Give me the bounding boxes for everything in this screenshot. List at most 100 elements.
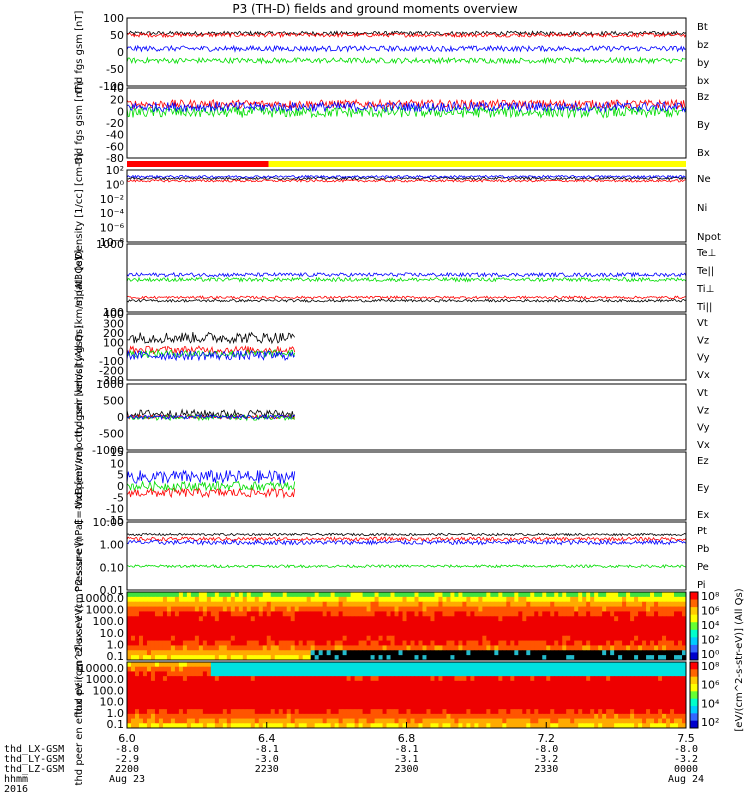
heatmap-cell <box>390 690 396 696</box>
heatmap-cell <box>602 650 607 656</box>
heatmap-cell <box>350 601 356 608</box>
heatmap-cell <box>458 606 463 612</box>
heatmap-cell <box>262 650 268 656</box>
heatmap-cell <box>542 676 547 682</box>
heatmap-cell <box>486 592 491 598</box>
heatmap-cell <box>570 695 575 701</box>
heatmap-cell <box>438 645 443 651</box>
heatmap-cell <box>538 611 543 617</box>
heatmap-cell <box>234 621 240 627</box>
heatmap-cell <box>446 596 451 603</box>
heatmap-cell <box>434 695 439 701</box>
heatmap-cell <box>478 611 483 617</box>
y-tick-label: 1.0 <box>107 638 125 651</box>
heatmap-cell <box>570 611 575 617</box>
heatmap-cell <box>282 680 288 687</box>
heatmap-cell <box>550 695 555 701</box>
legend-entry: Vx <box>697 370 710 381</box>
heatmap-cell <box>442 630 447 637</box>
y-tick-label: -40 <box>106 129 124 142</box>
heatmap-cell <box>398 690 403 696</box>
heatmap-cell <box>278 640 284 646</box>
heatmap-cell <box>254 596 260 603</box>
heatmap-cell <box>362 680 368 687</box>
heatmap-cell <box>438 601 443 608</box>
heatmap-cell <box>246 671 252 677</box>
heatmap-cell <box>634 699 639 705</box>
heatmap-cell <box>254 704 260 710</box>
heatmap-cell <box>390 718 396 724</box>
heatmap-cell <box>582 695 587 701</box>
heatmap-cell <box>386 718 392 724</box>
heatmap-cell <box>270 704 276 710</box>
heatmap-cell <box>306 596 312 603</box>
heatmap-cell <box>482 616 487 622</box>
heatmap-cell <box>262 626 268 632</box>
heatmap-cell <box>282 666 288 672</box>
heatmap-cell <box>594 621 599 627</box>
heatmap-cell <box>490 718 495 724</box>
heatmap-cell <box>394 723 400 729</box>
heatmap-cell <box>566 662 571 668</box>
heatmap-cell <box>230 718 236 724</box>
heatmap-cell <box>502 635 507 642</box>
heatmap-cell <box>206 616 212 622</box>
heatmap-cell <box>482 723 487 729</box>
heatmap-cell <box>310 671 316 677</box>
heatmap-cell <box>402 621 407 627</box>
heatmap-cell <box>354 718 360 724</box>
heatmap-cell <box>282 690 288 696</box>
heatmap-cell <box>326 680 332 687</box>
series-line-Ey <box>126 480 296 492</box>
heatmap-cell <box>186 676 192 682</box>
heatmap-cell <box>530 630 535 637</box>
heatmap-cell <box>130 655 136 661</box>
heatmap-cell <box>222 630 228 637</box>
heatmap-cell <box>522 616 527 622</box>
heatmap-cell <box>134 645 140 651</box>
heatmap-cell <box>510 650 515 656</box>
heatmap-cell <box>514 606 519 612</box>
heatmap-cell <box>490 616 495 622</box>
heatmap-cell <box>646 592 651 598</box>
heatmap-cell <box>166 680 172 687</box>
heatmap-cell <box>422 601 427 608</box>
heatmap-cell <box>202 592 208 598</box>
heatmap-cell <box>310 596 316 603</box>
heatmap-cell <box>414 592 419 598</box>
heatmap-cell <box>370 662 376 668</box>
heatmap-cell <box>618 718 623 724</box>
heatmap-cell <box>538 606 543 612</box>
heatmap-cell <box>306 611 312 617</box>
heatmap-cell <box>274 662 280 668</box>
heatmap-cell <box>454 695 459 701</box>
heatmap-cell <box>382 621 388 627</box>
heatmap-cell <box>598 616 603 622</box>
heatmap-cell <box>342 666 348 672</box>
heatmap-cell <box>154 601 160 608</box>
heatmap-cell <box>322 616 328 622</box>
heatmap-cell <box>318 699 324 705</box>
heatmap-cell <box>150 645 156 651</box>
heatmap-cell <box>298 655 304 661</box>
heatmap-cell <box>678 626 683 632</box>
heatmap-cell <box>130 723 136 729</box>
heatmap-cell <box>286 606 292 612</box>
heatmap-cell <box>302 680 308 687</box>
heatmap-cell <box>558 601 563 608</box>
heatmap-cell <box>234 666 240 672</box>
heatmap-cell <box>330 606 336 612</box>
heatmap-cell <box>518 630 523 637</box>
heatmap-cell <box>290 655 296 661</box>
heatmap-cell <box>174 592 180 598</box>
heatmap-cell <box>178 709 184 715</box>
heatmap-cell <box>498 676 503 682</box>
heatmap-cell <box>250 592 256 598</box>
heatmap-cell <box>534 645 539 651</box>
heatmap-cell <box>218 680 224 687</box>
heatmap-cell <box>562 662 567 668</box>
heatmap-cell <box>654 671 659 677</box>
heatmap-cell <box>226 626 232 632</box>
heatmap-cell <box>374 635 380 642</box>
heatmap-cell <box>178 718 184 724</box>
